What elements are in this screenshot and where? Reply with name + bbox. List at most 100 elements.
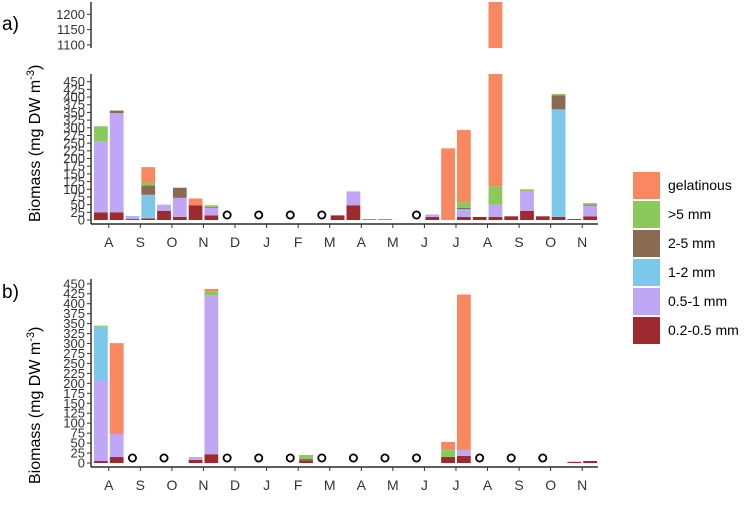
bar-segment — [567, 219, 582, 220]
y-tick-label: 225 — [63, 143, 85, 158]
x-tick-label: A — [357, 234, 367, 250]
x-tick-label: J — [421, 477, 428, 493]
bar-segment — [583, 204, 597, 206]
x-tick-label: D — [230, 234, 240, 250]
bar-segment — [378, 219, 392, 220]
no-sample-marker — [317, 453, 327, 463]
bar-segment — [157, 204, 171, 211]
y-tick-label: 450 — [63, 276, 85, 291]
x-tick-label: J — [421, 234, 428, 250]
legend-label: >5 mm — [668, 206, 711, 222]
y-tick-label: 400 — [63, 90, 85, 105]
bar-segment — [204, 295, 219, 455]
legend-label: 0.5-1 mm — [668, 293, 727, 309]
no-sample-marker — [254, 453, 264, 463]
y-tick-label: 0 — [78, 213, 85, 228]
bar-segment — [299, 455, 313, 460]
x-tick-label: N — [577, 234, 587, 250]
x-tick-label: J — [452, 234, 459, 250]
bar-segment — [172, 187, 187, 198]
y-tick-label: 300 — [63, 336, 85, 351]
x-tick-label: S — [514, 234, 523, 250]
bar-segment — [188, 457, 203, 460]
x-tick-label: S — [136, 234, 145, 250]
y-tick-label: 75 — [71, 426, 85, 441]
bar-segment — [488, 186, 503, 205]
legend-label: gelatinous — [668, 177, 732, 193]
x-tick-label: N — [198, 477, 208, 493]
y-tick-label: 200 — [63, 151, 85, 166]
x-tick-label: M — [324, 477, 336, 493]
bar-segment — [456, 455, 471, 463]
bar-segment — [94, 380, 108, 462]
x-tick-label: O — [166, 234, 177, 250]
x-tick-label: S — [514, 477, 523, 493]
legend-swatch — [633, 317, 660, 344]
y-tick-label: 75 — [71, 189, 85, 204]
no-sample-marker — [412, 210, 422, 220]
x-tick-label: A — [357, 477, 367, 493]
bar-segment — [188, 205, 203, 220]
bar-segment-upper — [488, 2, 503, 48]
x-tick-label: J — [452, 477, 459, 493]
legend: gelatinous >5 mm 2-5 mm 1-2 mm 0.5-1 mm 0.2-0… — [633, 172, 739, 344]
legend-label: 0.2-0.5 mm — [668, 322, 739, 338]
y-tick-label: 175 — [63, 159, 85, 174]
bar-segment — [456, 216, 471, 220]
panel-a-label: a) — [2, 14, 19, 35]
bar-segment — [204, 207, 219, 216]
bar-segment — [204, 454, 219, 463]
no-sample-marker — [412, 453, 422, 463]
bar-segment — [299, 461, 313, 463]
bar-segment — [94, 326, 108, 381]
x-tick-label: A — [483, 477, 493, 493]
bar-segment — [456, 207, 471, 210]
bar-segment — [504, 216, 519, 220]
x-tick-label: J — [263, 234, 270, 250]
bar-segment — [362, 219, 377, 220]
no-sample-marker — [285, 210, 295, 220]
y-tick-label: 325 — [63, 113, 85, 128]
bar-segment — [441, 441, 455, 450]
bar-segment — [567, 461, 582, 463]
upper-y-tick-label: 1150 — [57, 22, 85, 37]
y-tick-label: 150 — [63, 166, 85, 181]
y-tick-label: 125 — [63, 406, 85, 421]
x-tick-label: S — [136, 477, 145, 493]
bar-segment — [125, 216, 140, 220]
bar-segment — [456, 129, 471, 202]
no-sample-marker — [222, 210, 232, 220]
bar-segment — [456, 210, 471, 217]
bar-segment — [330, 215, 345, 220]
y-tick-label: 0 — [78, 456, 85, 471]
bar-segment — [109, 113, 124, 213]
bar-segment — [441, 449, 455, 458]
legend-swatch — [633, 201, 660, 228]
bar-segment — [583, 205, 597, 217]
bar-segment — [346, 191, 361, 206]
legend-label: 2-5 mm — [668, 235, 715, 251]
y-tick-label: 250 — [63, 356, 85, 371]
y-tick-label: 25 — [71, 205, 85, 220]
y-tick-label: 225 — [63, 366, 85, 381]
bar-segment — [472, 216, 487, 220]
bar-segment — [583, 203, 597, 205]
y-tick-label: 200 — [63, 376, 85, 391]
no-sample-marker — [380, 453, 390, 463]
y-tick-label: 50 — [71, 197, 85, 212]
x-tick-label: F — [294, 477, 303, 493]
x-tick-label: A — [104, 477, 114, 493]
bar-segment — [94, 141, 108, 213]
no-sample-marker — [254, 210, 264, 220]
bar-segment — [425, 214, 440, 217]
x-tick-label: A — [104, 234, 114, 250]
bar-segment — [204, 215, 219, 220]
x-tick-label: M — [387, 477, 399, 493]
y-tick-label: 350 — [63, 105, 85, 120]
bar-segment — [551, 109, 566, 217]
panel-b-plot: 0255075100125150175200225250275300325350… — [63, 276, 598, 493]
y-tick-label: 275 — [63, 128, 85, 143]
bar-segment — [456, 201, 471, 208]
bar-segment — [488, 74, 503, 187]
